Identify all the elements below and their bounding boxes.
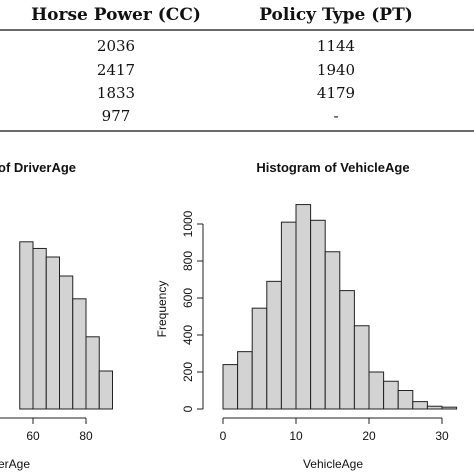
histogram-bar [32,247,47,410]
histogram-bar [383,380,399,410]
y-tick-label: 1000 [181,210,195,237]
x-axis: 0 10 20 30 [220,417,449,443]
y-tick-label: 800 [181,251,195,271]
histogram-bar [310,219,326,410]
histogram-bar [426,405,443,410]
y-axis-label: Frequency [155,281,169,338]
x-tick-label: 10 [289,429,303,443]
x-axis: 60 80 [0,417,93,443]
y-tick-label: 0 [181,405,195,412]
histogram-bar [339,290,355,410]
histogram-bar [266,280,282,410]
y-tick-label: 600 [181,288,195,308]
histogram-bar [412,401,428,410]
bars-group [222,204,458,410]
x-tick-label: 60 [26,429,40,443]
histogram-bar [353,325,370,410]
table-cell: 2036 [97,37,135,55]
histogram-driver-age: of DriverAge erAge 60 80 [0,160,113,471]
histogram-bar [397,390,414,410]
chart-title: Histogram of VehicleAge [256,160,409,175]
histogram-bar [222,364,239,410]
table-cell: 4179 [317,84,355,102]
y-axis: 0 200 400 600 800 1000 [181,210,204,412]
table-header-policy-type: Policy Type (PT) [259,5,413,25]
histogram-bar [98,370,113,410]
histogram-bar [295,204,312,410]
x-axis-label: VehicleAge [303,457,363,471]
histogram-bar [251,307,268,410]
histogram-vehicle-age: Histogram of VehicleAge Frequency Vehicl… [155,160,458,471]
chart-title: of DriverAge [0,160,76,175]
x-tick-label: 20 [362,429,376,443]
histogram-bar [441,406,458,410]
histogram-bar [280,221,297,410]
histogram-bar [45,256,60,410]
table-cell: 977 [102,107,131,125]
table-header-horse-power: Horse Power (CC) [31,5,201,25]
histogram-bar [85,336,100,410]
table-cell: 1833 [97,84,135,102]
x-tick-label: 0 [220,429,227,443]
table-cell: 1144 [317,37,355,55]
histogram-bar [368,371,385,410]
table-cell: 2417 [97,61,135,79]
table-cell: - [333,107,338,125]
histogram-bar [324,251,341,410]
table-cell: 1940 [317,61,355,79]
histogram-bar [59,275,74,410]
x-tick-label: 30 [435,429,449,443]
histogram-bar [19,241,34,410]
y-tick-label: 200 [181,362,195,382]
histogram-bar [72,298,87,410]
y-tick-label: 400 [181,325,195,345]
x-tick-label: 80 [79,429,93,443]
histogram-bar [237,351,253,410]
x-axis-label: erAge [0,457,30,471]
data-table: Horse Power (CC) Policy Type (PT) 2036 1… [0,5,474,132]
bars-group [19,241,113,410]
